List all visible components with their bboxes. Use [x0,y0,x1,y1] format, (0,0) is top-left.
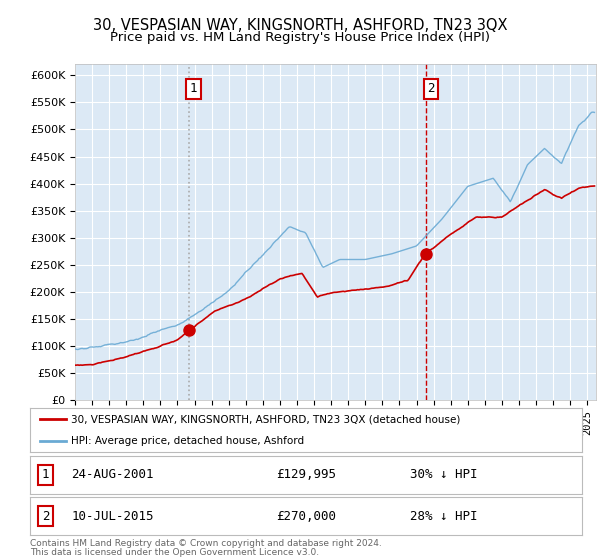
Text: Price paid vs. HM Land Registry's House Price Index (HPI): Price paid vs. HM Land Registry's House … [110,31,490,44]
Text: 2: 2 [42,510,49,523]
Text: 24-AUG-2001: 24-AUG-2001 [71,468,154,482]
Text: 2: 2 [427,82,435,95]
Text: 28% ↓ HPI: 28% ↓ HPI [410,510,478,523]
Text: 10-JUL-2015: 10-JUL-2015 [71,510,154,523]
Text: 30% ↓ HPI: 30% ↓ HPI [410,468,478,482]
Text: £129,995: £129,995 [276,468,336,482]
Text: Contains HM Land Registry data © Crown copyright and database right 2024.: Contains HM Land Registry data © Crown c… [30,539,382,548]
Text: This data is licensed under the Open Government Licence v3.0.: This data is licensed under the Open Gov… [30,548,319,557]
Text: 30, VESPASIAN WAY, KINGSNORTH, ASHFORD, TN23 3QX (detached house): 30, VESPASIAN WAY, KINGSNORTH, ASHFORD, … [71,414,461,424]
Text: 1: 1 [42,468,49,482]
Text: 1: 1 [190,82,197,95]
Text: HPI: Average price, detached house, Ashford: HPI: Average price, detached house, Ashf… [71,436,305,446]
Text: £270,000: £270,000 [276,510,336,523]
Text: 30, VESPASIAN WAY, KINGSNORTH, ASHFORD, TN23 3QX: 30, VESPASIAN WAY, KINGSNORTH, ASHFORD, … [93,18,507,33]
